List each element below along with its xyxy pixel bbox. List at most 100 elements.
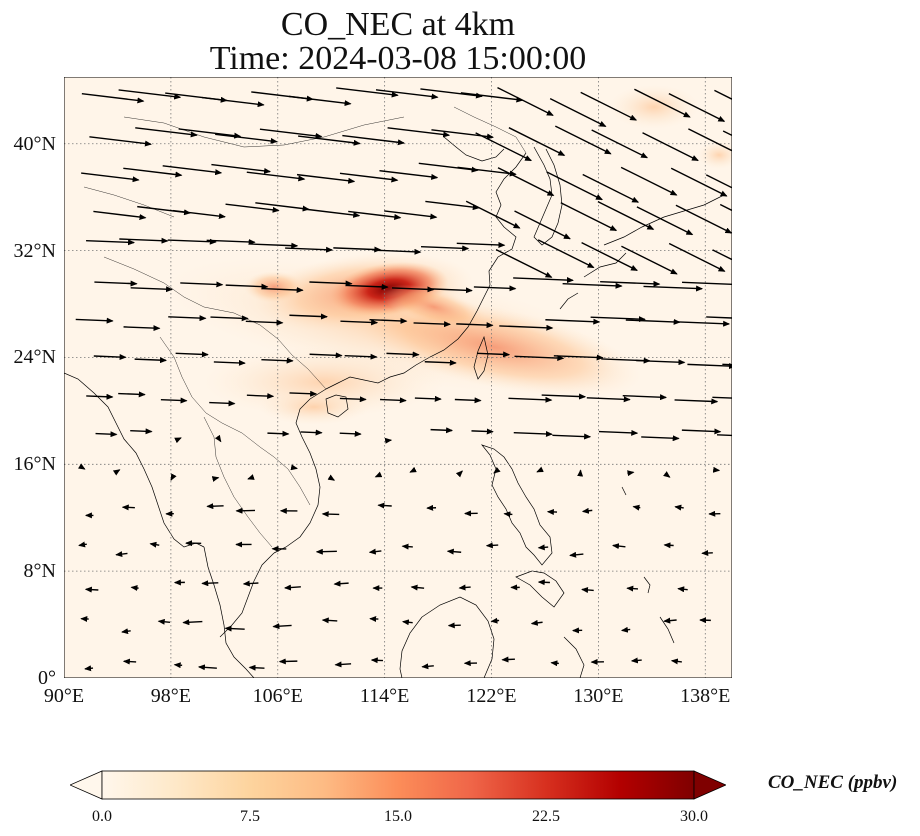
wind-arrow	[225, 283, 269, 290]
wind-arrow	[283, 584, 301, 591]
wind-arrow	[94, 280, 138, 287]
wind-arrow	[78, 463, 86, 470]
wind-arrow	[597, 200, 655, 230]
wind-arrow	[122, 658, 137, 665]
wind-arrow	[225, 203, 280, 213]
colorbar-min-extend	[69, 770, 103, 800]
wind-arrow	[513, 277, 574, 284]
wind-arrow	[201, 580, 219, 587]
wind-arrow	[719, 203, 732, 212]
wind-arrow	[345, 283, 389, 290]
wind-arrow	[118, 89, 182, 100]
wind-arrow	[401, 543, 413, 550]
lon-tick-label: 114°E	[359, 685, 410, 707]
wind-arrow	[95, 431, 118, 438]
wind-arrow	[636, 206, 694, 236]
wind-arrow	[471, 428, 494, 435]
colorbar-tick-label: 7.5	[240, 808, 260, 825]
wind-arrow	[242, 580, 259, 587]
wind-arrow	[541, 393, 587, 400]
colorbar-tick-label: 15.0	[384, 808, 412, 825]
wind-arrow	[670, 658, 682, 665]
wind-arrow	[495, 248, 553, 278]
wind-arrow	[476, 351, 511, 358]
lat-tick-label: 0°	[38, 667, 56, 689]
wind-arrow	[430, 287, 473, 294]
wind-arrow	[410, 584, 425, 591]
colorbar-tick-label: 0.0	[92, 808, 112, 825]
wind-arrow	[379, 169, 439, 180]
wind-arrow	[458, 584, 471, 591]
wind-arrow	[490, 617, 500, 624]
wind-arrow	[687, 363, 732, 370]
wind-arrow	[569, 551, 584, 558]
wind-arrow	[81, 172, 140, 183]
wind-arrow	[460, 92, 524, 103]
wind-arrow	[380, 397, 407, 404]
wind-arrow	[420, 88, 483, 99]
wind-arrow	[339, 396, 367, 403]
wind-arrow	[632, 504, 641, 511]
wind-arrow	[499, 324, 554, 331]
wind-arrow	[75, 317, 114, 324]
wind-arrow	[627, 470, 635, 477]
wind-arrow	[84, 586, 99, 593]
wind-arrow	[430, 427, 454, 434]
wind-arrow	[306, 208, 361, 218]
wind-arrow	[642, 132, 699, 162]
wind-arrow	[170, 473, 177, 481]
wind-arrow	[214, 434, 222, 443]
wind-arrow	[688, 128, 732, 152]
wind-arrow	[255, 202, 310, 212]
wind-arrow	[636, 359, 686, 366]
wind-arrow	[537, 239, 595, 269]
wind-arrow	[668, 242, 726, 272]
wind-arrow	[560, 202, 618, 232]
wind-arrow	[446, 548, 462, 555]
wind-arrow	[78, 541, 87, 548]
wind-arrow	[675, 320, 731, 327]
wind-arrow	[391, 286, 435, 293]
wind-arrow	[625, 318, 681, 325]
wind-arrow	[508, 127, 566, 157]
wind-arrow	[663, 542, 674, 549]
lat-tick-label: 8°N	[23, 560, 56, 583]
wind-arrow	[174, 437, 182, 444]
wind-arrow	[315, 548, 337, 555]
wind-arrow	[248, 664, 265, 671]
wind-arrow	[285, 246, 334, 253]
wind-arrow	[501, 656, 515, 663]
wind-arrow	[339, 430, 362, 437]
wind-arrow	[134, 357, 168, 364]
wind-arrow	[121, 504, 135, 511]
wind-arrow	[123, 325, 161, 332]
wind-arrow	[298, 135, 361, 146]
wind-arrow	[272, 623, 292, 630]
wind-arrow	[682, 281, 732, 286]
wind-arrow	[246, 393, 275, 400]
wind-arrow	[130, 585, 139, 591]
colorbar	[69, 770, 727, 800]
wind-arrow	[545, 318, 601, 325]
wind-arrow	[130, 428, 153, 435]
wind-arrow	[296, 173, 356, 184]
wind-arrow	[503, 511, 513, 518]
wind-arrow	[333, 580, 349, 587]
wind-arrow	[135, 127, 198, 138]
wind-arrow	[387, 127, 451, 138]
wind-arrow	[81, 93, 145, 104]
wind-arrow	[581, 242, 638, 272]
wind-arrow	[668, 92, 726, 122]
wind-arrow	[643, 285, 704, 292]
wind-arrow	[475, 132, 532, 162]
wind-arrow	[663, 471, 671, 478]
wind-arrow	[384, 210, 438, 220]
map-canvas	[64, 77, 732, 678]
wind-arrow	[309, 352, 343, 359]
lat-tick-label: 24°N	[13, 346, 56, 369]
colorbar-gradient	[101, 770, 695, 800]
wind-arrow	[591, 129, 649, 159]
wind-arrow	[339, 172, 399, 183]
wind-arrow	[321, 617, 338, 624]
wind-arrow	[553, 354, 604, 361]
